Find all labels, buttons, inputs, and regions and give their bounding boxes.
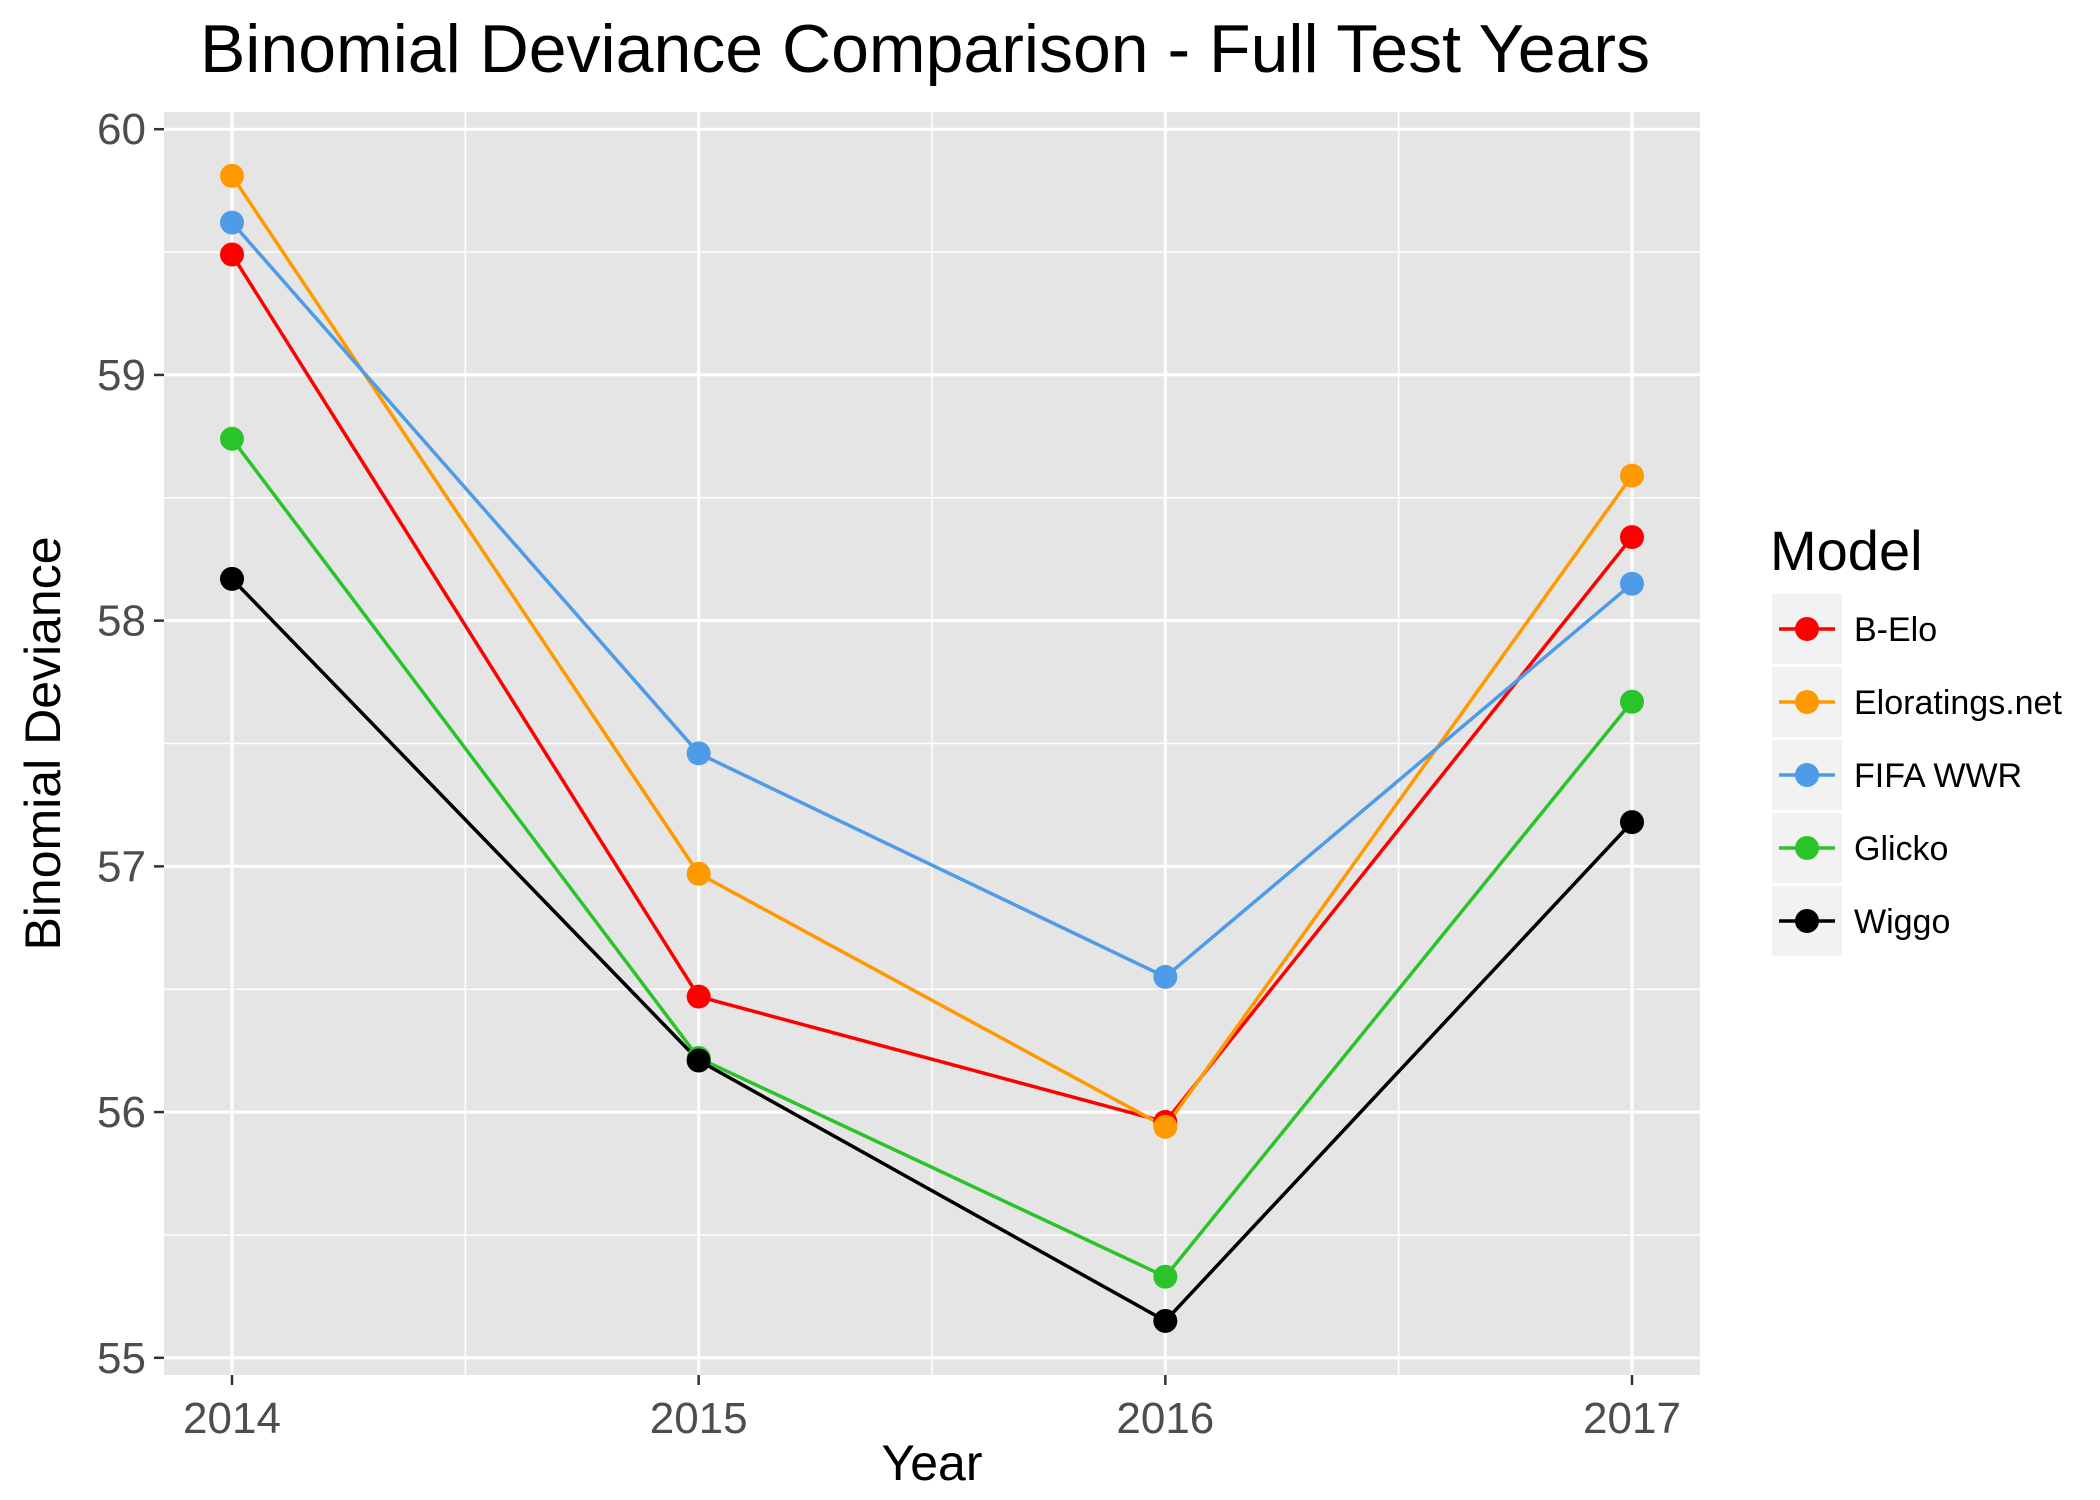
legend-item: FIFA WWR <box>1772 740 2022 810</box>
data-point <box>1620 525 1644 550</box>
data-point <box>1153 1264 1178 1289</box>
data-point <box>1620 571 1644 596</box>
data-point <box>220 566 244 591</box>
y-axis-title: Binomial Deviance <box>15 536 71 950</box>
chart-title: Binomial Deviance Comparison - Full Test… <box>199 11 1651 87</box>
legend: Model B-Elo Eloratings.net FIFA WWR Glicko W… <box>1770 519 2062 956</box>
legend-key-point <box>1795 763 1819 787</box>
legend-item: Eloratings.net <box>1772 667 2062 737</box>
data-point <box>1153 1308 1178 1333</box>
legend-label: Glicko <box>1854 830 1948 868</box>
legend-item: Wiggo <box>1772 886 1950 956</box>
x-axis-title: Year <box>881 1435 982 1491</box>
series-line <box>230 577 1634 1323</box>
data-point <box>220 163 244 188</box>
x-tick-label: 2014 <box>183 1394 281 1443</box>
y-tick-label: 56 <box>97 1088 146 1137</box>
legend-key-point <box>1795 690 1819 714</box>
data-point <box>1620 810 1644 835</box>
series-line <box>230 174 1634 1129</box>
data-point <box>220 426 244 451</box>
data-point <box>686 1048 711 1073</box>
x-tick-label: 2016 <box>1116 1394 1214 1443</box>
data-point <box>1620 463 1644 488</box>
y-tick-label: 60 <box>97 105 146 154</box>
x-tick-label: 2015 <box>650 1394 748 1443</box>
legend-key-point <box>1795 909 1819 933</box>
data-point <box>1620 689 1644 714</box>
tick-labels: 55 56 57 58 59 60 2014 2015 2016 2017 <box>97 105 1681 1443</box>
legend-title: Model <box>1770 519 1923 582</box>
data-point <box>686 741 711 766</box>
series-lines <box>230 174 1634 1323</box>
legend-label: Wiggo <box>1854 903 1950 941</box>
data-point <box>220 210 244 235</box>
y-tick-label: 57 <box>97 842 146 891</box>
data-point <box>220 242 244 267</box>
data-point <box>686 861 711 886</box>
legend-label: Eloratings.net <box>1854 684 2062 722</box>
series-points <box>220 163 1644 1333</box>
axis-ticks <box>154 127 1634 1385</box>
legend-label: B-Elo <box>1854 611 1937 649</box>
legend-item: Glicko <box>1772 813 1948 883</box>
legend-item: B-Elo <box>1772 594 1937 664</box>
data-point <box>1153 964 1178 989</box>
data-point <box>1153 1114 1178 1139</box>
y-tick-label: 58 <box>97 597 146 646</box>
legend-key-point <box>1795 836 1819 860</box>
y-tick-label: 59 <box>97 351 146 400</box>
y-tick-label: 55 <box>97 1334 146 1383</box>
series-line <box>230 221 1634 979</box>
data-point <box>686 984 711 1009</box>
minor-gridlines <box>164 112 1700 1375</box>
x-tick-label: 2017 <box>1583 1394 1681 1443</box>
series-line <box>230 437 1634 1279</box>
legend-label: FIFA WWR <box>1854 757 2022 795</box>
legend-key-point <box>1795 617 1819 641</box>
series-line <box>230 253 1634 1124</box>
